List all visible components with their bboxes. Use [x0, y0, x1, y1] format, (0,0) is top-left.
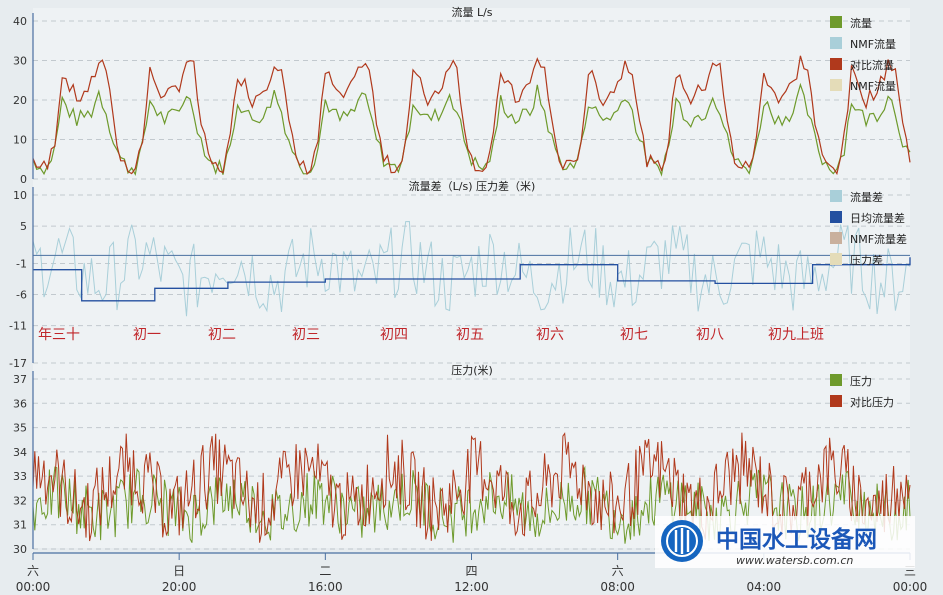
- legend-label: NMF流量差: [850, 232, 907, 246]
- x-tick-time: 12:00: [454, 580, 489, 594]
- x-tick-day: 四: [465, 564, 477, 578]
- day-annotation: 初九上班: [768, 326, 824, 343]
- legend-label: 压力: [850, 375, 872, 388]
- legend-label: 对比流量: [850, 58, 894, 72]
- day-annotation: 年三十: [38, 327, 80, 343]
- y-tick-label: 5: [20, 220, 27, 233]
- y-tick-label: 32: [13, 494, 27, 507]
- y-tick-label: 20: [13, 94, 27, 107]
- day-annotation: 初四: [380, 326, 408, 343]
- legend-label: NMF流量: [850, 79, 896, 93]
- day-annotation: 初三: [292, 326, 320, 343]
- series-line-flow-diff: [32, 220, 911, 317]
- x-tick-time: 00:00: [893, 580, 928, 594]
- legend-swatch: [830, 374, 842, 386]
- y-tick-label: 37: [13, 373, 27, 386]
- watermark-logo: [661, 520, 703, 562]
- x-tick-day: 二: [319, 564, 331, 578]
- y-tick-label: 30: [13, 55, 27, 68]
- y-tick-label: -11: [9, 320, 27, 333]
- watermark-url: www.watersb.com.cn: [736, 554, 853, 567]
- y-tick-label: 31: [13, 519, 27, 532]
- legend-label: 流量: [850, 16, 872, 30]
- legend-label: 压力差: [850, 253, 883, 267]
- y-tick-label: -1: [16, 257, 27, 270]
- day-annotation: 初六: [536, 326, 564, 343]
- x-tick-time: 00:00: [16, 580, 51, 594]
- day-annotation: 初一: [133, 326, 161, 343]
- data-lines: [32, 55, 911, 544]
- legend-swatch: [830, 79, 842, 91]
- y-tick-label: 10: [13, 189, 27, 202]
- y-tick-label: 34: [13, 446, 27, 459]
- y-tick-label: 0: [20, 173, 27, 186]
- legend-swatch: [830, 58, 842, 70]
- y-tick-label: 33: [13, 470, 27, 483]
- x-tick-time: 16:00: [308, 580, 343, 594]
- panel-title: 流量 L/s: [451, 5, 492, 19]
- x-tick-time: 08:00: [600, 580, 635, 594]
- day-annotation: 初五: [456, 326, 484, 343]
- y-tick-label: 10: [13, 134, 27, 147]
- legend-swatch: [830, 232, 842, 244]
- watermark: 中国水工设备网 www.watersb.com.cn: [655, 516, 915, 568]
- legend-label: 日均流量差: [850, 211, 905, 225]
- x-tick-time: 04:00: [747, 580, 782, 594]
- series-line-daily-mean: [33, 257, 911, 302]
- series-line-compare-pressure: [32, 432, 911, 543]
- series-line-flow: [32, 82, 911, 177]
- y-tick-label: 40: [13, 15, 27, 28]
- y-tick-label: 30: [13, 543, 27, 556]
- x-tick-day: 六: [27, 564, 39, 578]
- day-annotation: 初二: [208, 326, 236, 343]
- y-tick-label: -6: [16, 289, 27, 302]
- legend-swatch: [830, 395, 842, 407]
- legend-label: 流量差: [850, 190, 883, 204]
- legend-swatch: [830, 211, 842, 223]
- legend-swatch: [830, 16, 842, 28]
- day-annotation: 初七: [620, 326, 648, 343]
- series-line-pressure: [32, 465, 911, 544]
- watermark-title: 中国水工设备网: [716, 526, 877, 553]
- x-tick-time: 20:00: [162, 580, 197, 594]
- y-tick-label: 35: [13, 422, 27, 435]
- series-line-compare-flow: [32, 55, 911, 176]
- y-tick-label: -17: [9, 357, 27, 370]
- legend-swatch: [830, 253, 842, 265]
- legend-label: 对比压力: [850, 395, 894, 409]
- panel-title: 压力(米): [451, 364, 493, 377]
- day-annotation: 初八: [696, 326, 724, 343]
- legend-swatch: [830, 37, 842, 49]
- panel-title: 流量差（L/s) 压力差（米): [409, 179, 536, 193]
- legend-label: NMF流量: [850, 37, 896, 51]
- x-tick-day: 日: [173, 564, 185, 578]
- x-tick-day: 六: [612, 564, 624, 578]
- y-tick-label: 36: [13, 397, 27, 410]
- legend-swatch: [830, 190, 842, 202]
